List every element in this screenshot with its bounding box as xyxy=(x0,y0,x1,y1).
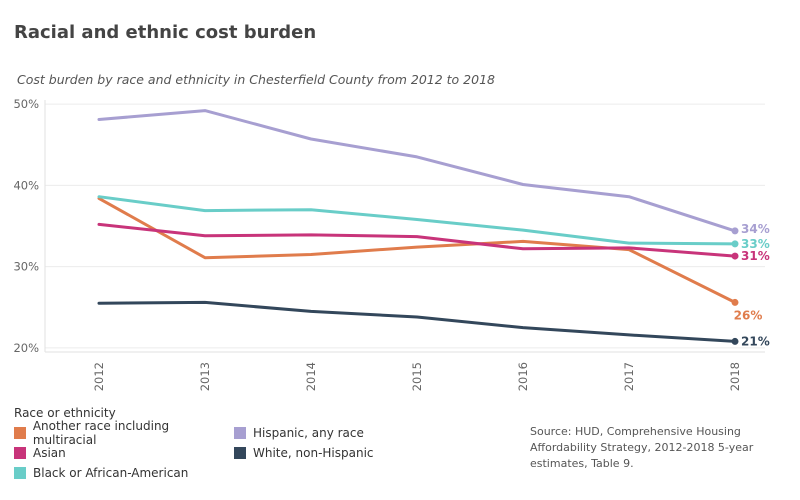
series-line xyxy=(97,109,737,233)
x-tick-label: 2016 xyxy=(516,362,530,391)
legend-swatch xyxy=(234,426,246,439)
series-line xyxy=(97,222,737,258)
legend-swatch xyxy=(14,466,26,479)
legend-label: Another race including multiracial xyxy=(32,418,170,447)
end-point xyxy=(731,240,739,248)
legend-label: Black or African-American xyxy=(33,465,189,480)
series-line xyxy=(97,300,737,343)
end-data-label: 26% xyxy=(734,308,763,322)
x-tick-label: 2017 xyxy=(622,362,636,391)
end-data-label: 31% xyxy=(741,249,770,263)
x-tick-label: 2018 xyxy=(728,362,742,391)
legend-item-white[interactable]: White, non-Hispanic xyxy=(234,444,394,461)
legend-label: Hispanic, any race xyxy=(253,425,364,440)
y-tick-label: 50% xyxy=(13,97,39,111)
series-line xyxy=(97,195,737,246)
y-tick-label: 20% xyxy=(13,341,39,355)
legend-swatch xyxy=(14,446,26,459)
x-tick-label: 2013 xyxy=(198,362,212,391)
end-point xyxy=(731,227,739,235)
end-point xyxy=(731,298,739,306)
chart-title: Racial and ethnic cost burden xyxy=(14,22,317,43)
chart-subtitle: Cost burden by race and ethnicity in Che… xyxy=(17,72,495,87)
legend-label: White, non-Hispanic xyxy=(253,445,374,460)
end-data-label: 21% xyxy=(741,334,770,348)
end-point xyxy=(731,252,739,260)
line-chart: 26% 31%33%34% 21% 20% 30% 40% 50% 2012 2013 2014… xyxy=(13,97,770,391)
end-point xyxy=(731,337,739,345)
legend-swatch xyxy=(234,446,246,459)
legend-item-black[interactable]: Black or African-American xyxy=(14,464,234,481)
y-tick-label: 40% xyxy=(13,178,39,192)
x-tick-label: 2014 xyxy=(304,362,318,391)
legend-item-asian[interactable]: Asian xyxy=(14,444,234,461)
legend: Race or ethnicity Another race including… xyxy=(14,406,394,481)
series-line xyxy=(97,196,737,304)
x-tick-label: 2012 xyxy=(92,362,106,391)
legend-title: Race or ethnicity xyxy=(14,406,116,420)
y-tick-label: 30% xyxy=(13,260,39,274)
legend-item-hispanic[interactable]: Hispanic, any race xyxy=(234,424,394,441)
end-data-label: 34% xyxy=(741,222,770,236)
legend-swatch xyxy=(14,426,26,439)
source-note: Source: HUD, Comprehensive Housing Affor… xyxy=(530,425,754,470)
end-data-label: 33% xyxy=(741,237,770,251)
legend-label: Asian xyxy=(33,445,66,460)
x-tick-label: 2015 xyxy=(410,362,424,391)
legend-item-another-race[interactable]: Another race including multiracial xyxy=(14,419,234,447)
